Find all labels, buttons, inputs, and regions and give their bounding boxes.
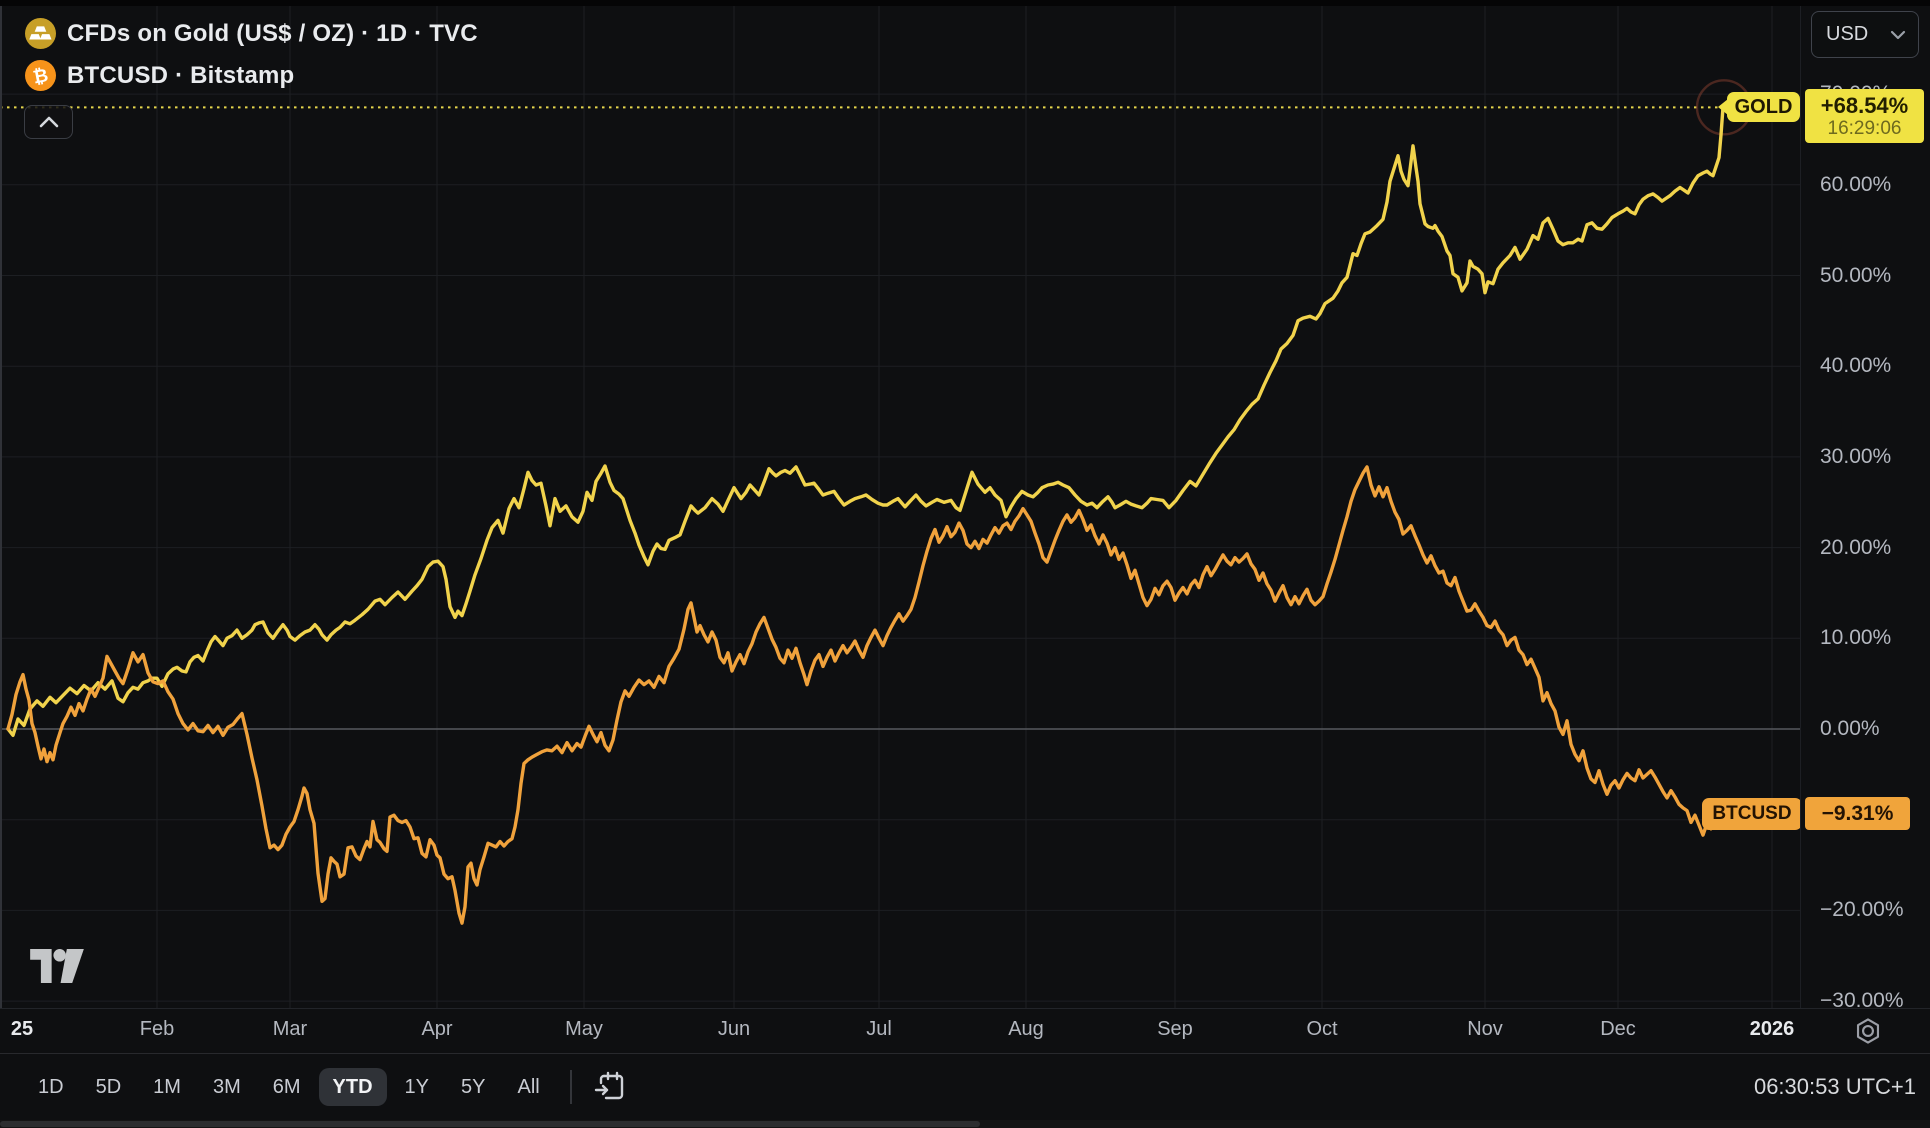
x-axis-label: Dec [1600, 1018, 1636, 1040]
btcusd-series-badge[interactable]: BTCUSD [1702, 798, 1800, 830]
window-top-edge [0, 0, 1930, 6]
compare-symbol-row[interactable]: ₿ BTCUSD · Bitstamp [25, 60, 478, 91]
y-axis-label: −20.00% [1820, 898, 1904, 922]
y-axis-label: 10.00% [1820, 626, 1892, 650]
time-axis[interactable]: 25 Feb Mar Apr May Jun Jul Aug Sep Oct Nov Dec 2026 [0, 1008, 1930, 1054]
y-axis-label: 50.00% [1820, 263, 1892, 287]
range-button-ytd[interactable]: YTD [318, 1068, 387, 1106]
chart-canvas[interactable] [0, 0, 1800, 1008]
currency-dropdown[interactable]: USD [1811, 11, 1919, 58]
bottom-toolbar: 1D 5D 1M 3M 6M YTD 1Y 5Y All 06:30:53 UTC+1 [0, 1053, 1930, 1120]
date-range-switcher: 1D 5D 1M 3M 6M YTD 1Y 5Y All [22, 1068, 556, 1106]
x-axis-label: Feb [139, 1018, 175, 1040]
main-symbol-row[interactable]: CFDs on Gold (US$ / OZ) · 1D · TVC [25, 18, 478, 49]
price-axis[interactable]: 70.00%60.00%50.00%40.00%30.00%20.00%10.0… [1800, 0, 1930, 1008]
calendar-arrow-icon [594, 1071, 623, 1100]
x-axis-label: May [565, 1018, 603, 1040]
gold-bars-icon [25, 18, 56, 49]
y-axis-label: 20.00% [1820, 535, 1892, 559]
currency-value: USD [1826, 23, 1869, 45]
gold-series-line [6, 105, 1725, 737]
x-axis-label: Sep [1157, 1018, 1193, 1040]
badge-pointer [1718, 99, 1728, 115]
symbol-legend: CFDs on Gold (US$ / OZ) · 1D · TVC ₿ BTC… [25, 18, 478, 102]
x-axis-label: 25 [10, 1018, 34, 1040]
range-button-6m[interactable]: 6M [259, 1068, 315, 1106]
gold-last-price: +68.54% [1820, 92, 1909, 118]
axis-settings-gear-icon[interactable] [1853, 1016, 1883, 1046]
range-button-1d[interactable]: 1D [24, 1068, 78, 1106]
pane-left-border [0, 0, 2, 1008]
chevron-up-icon [39, 116, 58, 128]
btc-last-price-box[interactable]: −9.31% [1805, 797, 1910, 830]
btc-badge-label: BTCUSD [1712, 803, 1792, 824]
bitcoin-icon: ₿ [25, 60, 56, 91]
range-button-5d[interactable]: 5D [82, 1068, 136, 1106]
range-button-3m[interactable]: 3M [199, 1068, 255, 1106]
range-button-1m[interactable]: 1M [139, 1068, 195, 1106]
clock-utc[interactable]: 06:30:53 UTC+1 [1753, 1074, 1916, 1099]
gold-last-price-box[interactable]: +68.54% 16:29:06 [1805, 89, 1924, 143]
x-axis-label: Nov [1467, 1018, 1503, 1040]
gold-series-badge[interactable]: GOLD [1718, 92, 1800, 122]
range-button-5y[interactable]: 5Y [447, 1068, 499, 1106]
scrollbar-thumb[interactable] [0, 1121, 980, 1127]
x-axis-label: Jul [866, 1018, 892, 1040]
compare-symbol-title[interactable]: BTCUSD · Bitstamp [67, 61, 295, 89]
go-to-date-button[interactable] [588, 1065, 632, 1109]
y-axis-label: 0.00% [1820, 717, 1880, 740]
x-axis-label: Jun [717, 1018, 751, 1040]
y-axis-label: 60.00% [1820, 172, 1892, 196]
y-axis-label: −30.00% [1820, 989, 1904, 1008]
btcusd-series-line [6, 465, 1725, 925]
main-symbol-title[interactable]: CFDs on Gold (US$ / OZ) · 1D · TVC [67, 19, 478, 47]
btc-last-price: −9.31% [1821, 801, 1894, 825]
range-button-1y[interactable]: 1Y [391, 1068, 443, 1106]
legend-collapse-button[interactable] [24, 105, 73, 139]
x-axis-label: Aug [1008, 1018, 1044, 1040]
toolbar-divider [569, 1070, 572, 1104]
tradingview-logo-icon[interactable] [30, 949, 84, 988]
x-axis-label: Apr [421, 1018, 453, 1040]
gold-badge-label: GOLD [1734, 95, 1793, 118]
chart-plot-area[interactable]: CFDs on Gold (US$ / OZ) · 1D · TVC ₿ BTC… [0, 0, 1800, 1008]
x-axis-label: 2026 [1749, 1018, 1795, 1040]
x-axis-label: Oct [1306, 1018, 1338, 1040]
range-button-all[interactable]: All [503, 1068, 553, 1106]
svg-text:₿: ₿ [31, 65, 50, 88]
chevron-down-icon [1890, 30, 1906, 39]
x-axis-label: Mar [272, 1018, 308, 1040]
horizontal-scrollbar[interactable] [0, 1120, 1930, 1128]
gold-bar-countdown: 16:29:06 [1827, 117, 1902, 139]
y-axis-label: 30.00% [1820, 444, 1892, 468]
y-axis-label: 40.00% [1820, 354, 1892, 378]
